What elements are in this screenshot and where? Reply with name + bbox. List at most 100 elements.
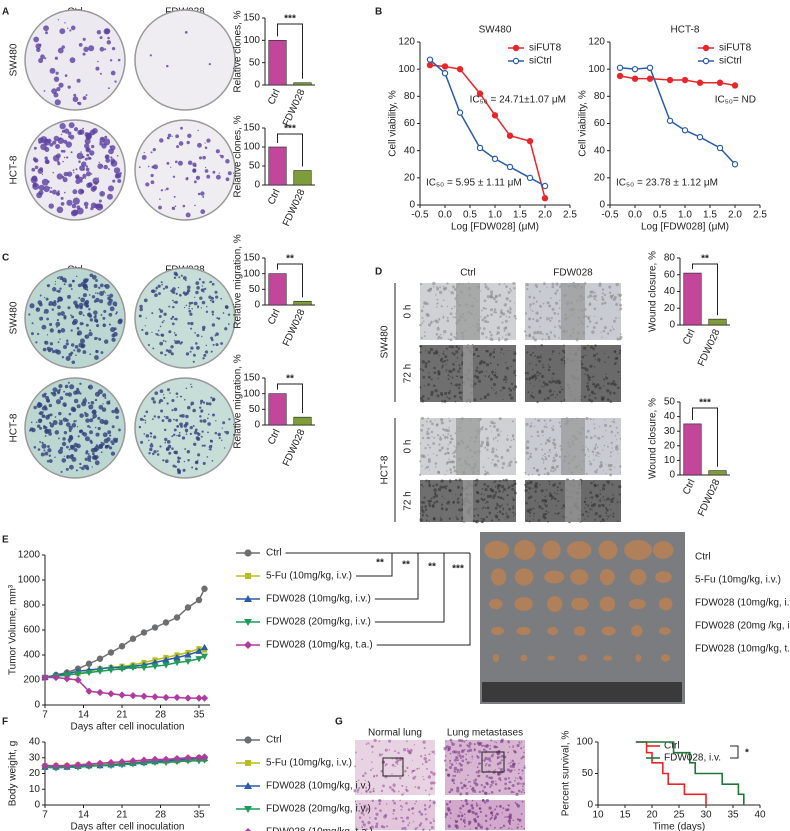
colony xyxy=(103,310,106,313)
y-tick-label: 60 xyxy=(404,118,416,129)
annotation: IC₅₀ = 24.71±1.07 μM xyxy=(470,95,566,106)
y-axis-label: Cell viability, % xyxy=(578,90,589,157)
y-tick-label: 800 xyxy=(23,600,40,611)
colony xyxy=(55,322,60,327)
cell xyxy=(441,504,443,506)
cell xyxy=(515,351,516,352)
cell xyxy=(459,807,462,810)
cell xyxy=(526,352,528,354)
cell xyxy=(373,776,375,778)
cell xyxy=(418,768,419,769)
cell xyxy=(446,359,448,361)
colony xyxy=(58,449,63,454)
colony xyxy=(52,387,57,392)
point xyxy=(682,128,687,133)
y-tick-label: 40 xyxy=(404,145,416,156)
colony xyxy=(117,155,119,157)
colony xyxy=(197,143,202,148)
colony xyxy=(73,420,76,423)
bar xyxy=(709,319,727,325)
cell xyxy=(557,490,558,491)
y-tick-label: 100 xyxy=(588,64,605,75)
cell xyxy=(394,750,396,752)
cell xyxy=(552,354,553,355)
colony xyxy=(69,413,72,416)
colony xyxy=(60,396,64,400)
cell xyxy=(436,286,438,288)
cell xyxy=(505,381,507,383)
colony xyxy=(189,302,192,305)
cell xyxy=(466,740,467,741)
colony xyxy=(211,351,213,353)
cell xyxy=(383,826,385,828)
panel-label: A xyxy=(2,7,9,18)
cell xyxy=(485,336,487,338)
cell xyxy=(364,772,366,774)
colony xyxy=(97,163,103,169)
cell xyxy=(514,769,515,770)
cell xyxy=(504,283,505,284)
cell xyxy=(449,479,451,481)
tumor xyxy=(571,598,589,611)
colony xyxy=(89,353,91,355)
colony xyxy=(100,141,102,143)
cell xyxy=(549,367,551,369)
colony xyxy=(66,455,70,459)
colony xyxy=(45,435,47,437)
colony xyxy=(81,433,83,435)
colony xyxy=(50,342,53,345)
cell xyxy=(354,765,356,767)
cell xyxy=(480,518,481,519)
cell xyxy=(513,389,515,391)
cell xyxy=(508,291,511,294)
cell xyxy=(484,470,486,472)
cell xyxy=(429,447,431,449)
cell xyxy=(513,791,515,793)
cell xyxy=(546,287,547,288)
cell xyxy=(585,497,587,499)
colony xyxy=(64,431,67,434)
cell xyxy=(494,348,496,350)
cell xyxy=(473,780,474,781)
cell xyxy=(554,447,556,449)
colony xyxy=(152,418,154,420)
cell xyxy=(613,513,615,515)
colony xyxy=(49,459,53,463)
cell xyxy=(470,804,473,807)
cell xyxy=(441,446,444,449)
cell xyxy=(594,295,597,298)
legend-label: Ctrl xyxy=(266,548,282,559)
cell xyxy=(478,770,481,773)
colony xyxy=(161,189,163,191)
cell xyxy=(555,283,558,286)
y-tick-label: 0 xyxy=(254,180,260,191)
colony xyxy=(190,433,192,435)
colony xyxy=(145,325,146,326)
colony xyxy=(72,423,77,428)
colony xyxy=(110,59,112,61)
cell xyxy=(429,521,430,522)
cell xyxy=(445,741,446,742)
cell xyxy=(557,379,560,382)
cell xyxy=(606,509,609,512)
cell xyxy=(440,518,443,521)
point xyxy=(617,65,622,70)
cell xyxy=(586,385,589,388)
cell xyxy=(559,353,560,354)
cell xyxy=(534,346,535,347)
cell xyxy=(433,801,436,804)
cell xyxy=(517,818,519,820)
cell xyxy=(609,473,612,476)
y-tick-label: 30 xyxy=(664,426,676,437)
cell xyxy=(616,283,619,286)
cell xyxy=(477,766,479,768)
cell xyxy=(527,391,529,393)
y-tick-label: 20 xyxy=(29,768,41,779)
cell xyxy=(505,808,508,811)
cell xyxy=(533,297,535,299)
cell xyxy=(504,783,507,786)
cell xyxy=(595,359,596,360)
colony xyxy=(55,284,56,285)
cell xyxy=(441,305,443,307)
cell xyxy=(500,768,503,771)
